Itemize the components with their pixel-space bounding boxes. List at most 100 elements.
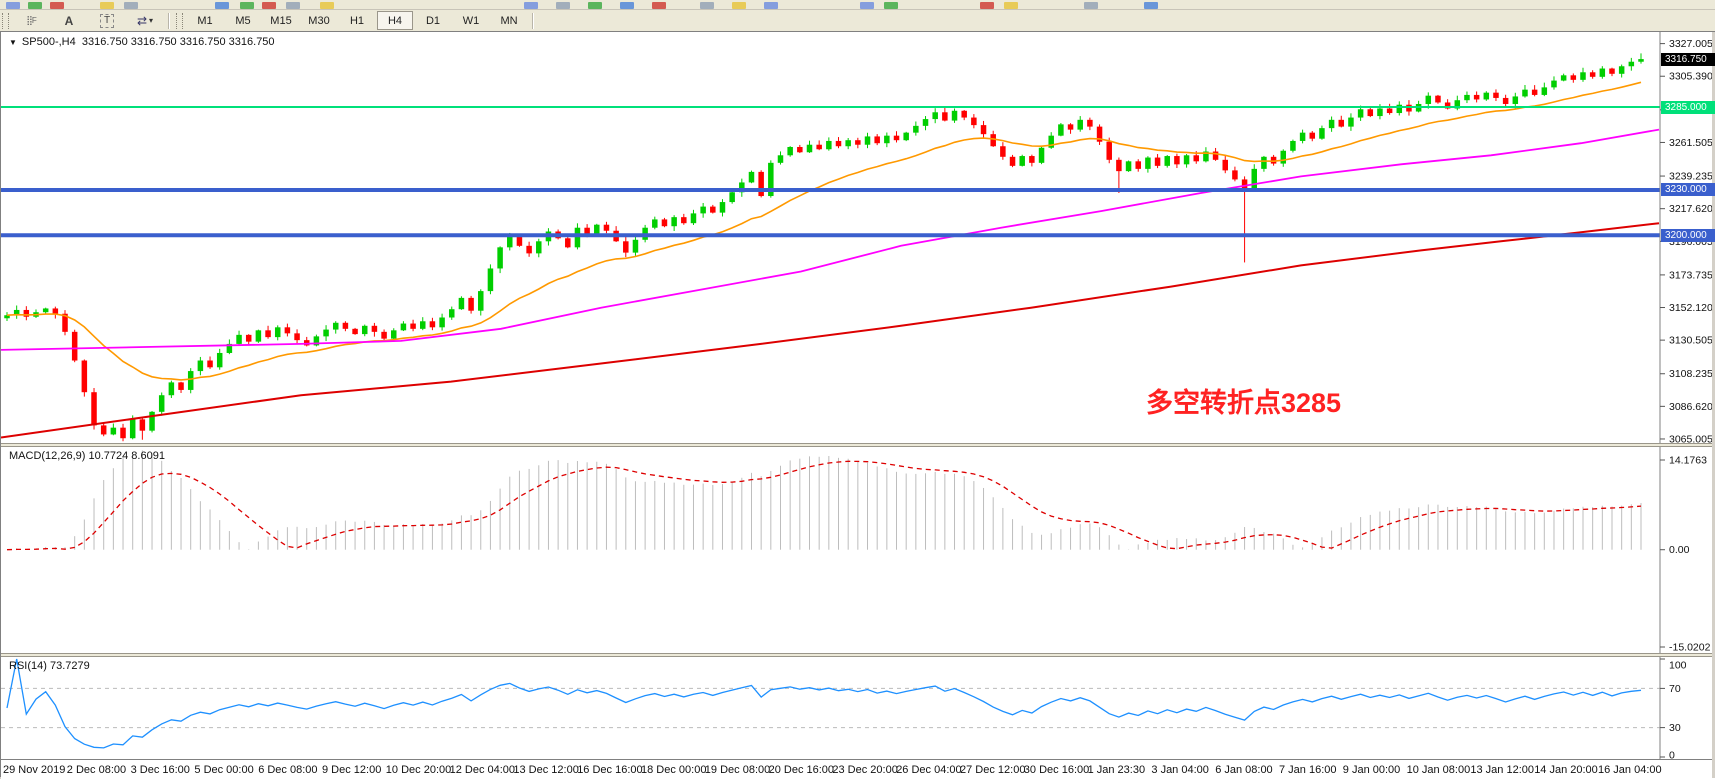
collapse-triangle-icon[interactable]: ▼ — [9, 38, 17, 47]
window-right-edge — [1712, 32, 1715, 778]
cutoff-toolbar-icon[interactable] — [860, 2, 874, 9]
arrow-objects-icon: ⇄ — [136, 13, 148, 28]
timeframe-button-group: M1 M5 M15 M30 H1 H4 D1 W1 MN — [186, 11, 528, 30]
time-axis-label: 5 Dec 00:00 — [194, 764, 254, 776]
price-marker-label: 3316.750 — [1661, 52, 1715, 66]
time-axis-label: 1 Jan 23:30 — [1087, 764, 1146, 776]
time-axis-label: 9 Dec 12:00 — [322, 764, 382, 776]
cutoff-toolbar-icon[interactable] — [50, 2, 64, 9]
timeframe-button-mn[interactable]: MN — [500, 14, 518, 27]
toolbar-separator — [532, 12, 534, 29]
chart-window[interactable]: ▼ SP500-,H4 3316.750 3316.750 3316.750 33… — [0, 31, 1715, 779]
cutoff-toolbar-icon[interactable] — [286, 2, 300, 9]
macd-axis-tick: 0.00 — [1669, 544, 1690, 556]
time-axis-label: 12 Dec 04:00 — [449, 764, 516, 776]
price-marker-label: 3285.000 — [1661, 100, 1715, 114]
price-axis-tick: 3065.005 — [1669, 433, 1713, 443]
time-axis-label: 13 Jan 12:00 — [1470, 764, 1535, 776]
time-axis-label: 16 Jan 04:00 — [1598, 764, 1662, 776]
time-axis-label: 9 Jan 00:00 — [1342, 764, 1401, 776]
price-axis-tick: 3086.620 — [1669, 401, 1713, 413]
chart-text-annotation[interactable]: 多空转折点3285 — [1146, 388, 1342, 418]
time-axis[interactable]: 29 Nov 2019 2 Dec 08:00 3 Dec 16:00 5 Dec 0… — [1, 759, 1715, 779]
cutoff-toolbar-icon[interactable] — [700, 2, 714, 9]
cutoff-toolbar-icon[interactable] — [6, 2, 20, 9]
price-axis-tick: 3217.620 — [1669, 203, 1713, 215]
chart-ohlc-values: 3316.750 3316.750 3316.750 3316.750 — [81, 36, 275, 48]
macd-axis-tick: -15.0202 — [1669, 642, 1711, 654]
arrow-objects-button[interactable]: ⇄ ▾ — [127, 11, 163, 30]
price-axis-tick: 3261.505 — [1669, 137, 1713, 149]
timeframe-button-d1[interactable]: D1 — [425, 14, 441, 27]
cutoff-toolbar-icon[interactable] — [240, 2, 254, 9]
panel-separator[interactable] — [1, 653, 1715, 657]
cutoff-toolbar-icon[interactable] — [215, 2, 229, 9]
price-axis-tick: 3239.235 — [1669, 171, 1713, 183]
cutoff-toolbar-icon[interactable] — [124, 2, 138, 9]
cutoff-toolbar-icon[interactable] — [100, 2, 114, 9]
cutoff-toolbar-icon[interactable] — [524, 2, 538, 9]
time-axis-label: 10 Dec 20:00 — [385, 764, 452, 776]
cutoff-toolbar-icon[interactable] — [320, 2, 334, 9]
panel-separator[interactable] — [1, 443, 1715, 447]
time-axis-label: 18 Dec 00:00 — [641, 764, 707, 776]
timeframe-button-h4[interactable]: H4 — [377, 11, 413, 30]
cutoff-toolbar-icon[interactable] — [588, 2, 602, 9]
time-axis-label: 27 Dec 12:00 — [960, 764, 1026, 776]
time-axis-label: 6 Jan 08:00 — [1215, 764, 1273, 776]
rsi-axis-tick: 70 — [1669, 683, 1681, 695]
time-axis-label: 29 Nov 2019 — [3, 764, 66, 776]
timeframe-button-h1[interactable]: H1 — [349, 14, 365, 27]
chart-symbol-period: SP500-,H4 — [21, 36, 76, 48]
cutoff-toolbar-icon[interactable] — [1084, 2, 1098, 9]
cutoff-toolbar-icon[interactable] — [556, 2, 570, 9]
macd-indicator-panel[interactable]: 14.1763 0.00 -15.0202 MACD(12,26,9) 10.772… — [1, 447, 1715, 653]
macd-label: MACD(12,26,9) 10.7724 8.6091 — [9, 450, 165, 462]
macd-axis-tick: 14.1763 — [1669, 455, 1707, 467]
price-chart-panel[interactable]: 3327.0053305.3903283.1203261.5053239.235… — [1, 32, 1715, 443]
cutoff-toolbar-icon[interactable] — [262, 2, 276, 9]
timeframe-button-m5[interactable]: M5 — [235, 14, 251, 27]
time-axis-label: 3 Dec 16:00 — [130, 764, 190, 776]
time-axis-label: 6 Dec 08:00 — [258, 764, 318, 776]
text-box-button[interactable]: T — [89, 11, 125, 30]
time-axis-label: 3 Jan 04:00 — [1151, 764, 1209, 776]
price-axis-tick: 3130.505 — [1669, 335, 1713, 347]
timeframe-button-m30[interactable]: M30 — [308, 14, 330, 27]
cutoff-toolbar-icon[interactable] — [620, 2, 634, 9]
rsi-axis-tick: 30 — [1669, 722, 1681, 734]
time-axis-label: 2 Dec 08:00 — [66, 764, 127, 776]
rsi-axis-tick: 0 — [1669, 750, 1675, 760]
cutoff-toolbar-icon[interactable] — [1004, 2, 1018, 9]
time-axis-label: 13 Dec 12:00 — [513, 764, 579, 776]
text-box-icon: T — [99, 13, 115, 28]
toolbar-grip[interactable] — [2, 12, 9, 29]
price-marker-label: 3200.000 — [1661, 228, 1715, 242]
time-axis-label: 7 Jan 16:00 — [1279, 764, 1337, 776]
timeframe-button-m15[interactable]: M15 — [270, 14, 292, 27]
cutoff-toolbar-icon[interactable] — [732, 2, 746, 9]
docking-grip-icon[interactable]: ⣿ F — [26, 15, 36, 25]
toolbar-grip[interactable] — [176, 12, 183, 29]
cutoff-toolbar-icon[interactable] — [28, 2, 42, 9]
time-axis-label: 23 Dec 20:00 — [832, 764, 898, 776]
time-axis-label: 14 Jan 20:00 — [1534, 764, 1598, 776]
cutoff-toolbar-icon[interactable] — [764, 2, 778, 9]
cutoff-toolbar-icon[interactable] — [884, 2, 898, 9]
price-axis-tick: 3108.235 — [1669, 368, 1713, 380]
text-label-button[interactable]: A — [64, 13, 74, 28]
toolbar-cutoff-strip — [0, 0, 1715, 10]
rsi-indicator-panel[interactable]: 100 70 30 0 RSI(14) 73.7279 — [1, 657, 1715, 759]
timeframe-button-m1[interactable]: M1 — [197, 14, 213, 27]
cutoff-toolbar-icon[interactable] — [652, 2, 666, 9]
timeframe-button-w1[interactable]: W1 — [462, 14, 480, 27]
time-axis-label: 20 Dec 16:00 — [768, 764, 835, 776]
time-axis-label: 16 Dec 16:00 — [577, 764, 643, 776]
time-axis-label: 19 Dec 08:00 — [704, 764, 771, 776]
rsi-axis-tick: 100 — [1669, 660, 1687, 672]
price-axis-tick: 3152.120 — [1669, 302, 1713, 314]
cutoff-toolbar-icon[interactable] — [1144, 2, 1158, 9]
price-marker-label: 3230.000 — [1661, 183, 1715, 197]
cutoff-toolbar-icon[interactable] — [980, 2, 994, 9]
